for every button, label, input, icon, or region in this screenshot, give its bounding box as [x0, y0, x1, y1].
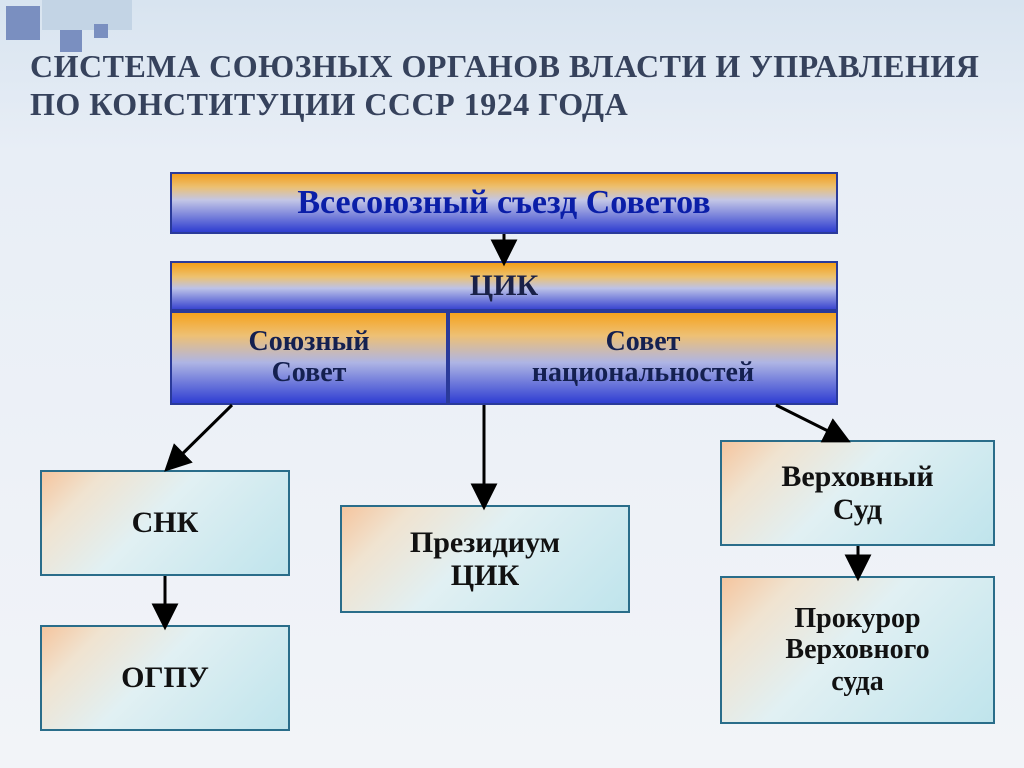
box-congress: Всесоюзный съезд Советов — [170, 172, 838, 234]
box-snk-label: СНК — [42, 506, 288, 540]
box-congress-label: Всесоюзный съезд Советов — [172, 184, 836, 222]
box-nationalities-label: Советнациональностей — [450, 327, 836, 389]
box-presidium-label: ПрезидиумЦИК — [342, 526, 628, 592]
box-snk: СНК — [40, 470, 290, 576]
slide-title: СИСТЕМА СОЮЗНЫХ ОРГАНОВ ВЛАСТИ И УПРАВЛЕ… — [30, 48, 994, 124]
box-ogpu-label: ОГПУ — [42, 661, 288, 695]
box-supreme-court-label: ВерховныйСуд — [722, 460, 993, 526]
box-nationalities: Советнациональностей — [448, 311, 838, 405]
arrow-cik_r-vsud — [776, 405, 846, 440]
corner-decoration — [0, 0, 170, 50]
box-union-soviet-label: СоюзныйСовет — [172, 327, 446, 389]
box-cik-label: ЦИК — [172, 269, 836, 303]
box-supreme-court: ВерховныйСуд — [720, 440, 995, 546]
box-union-soviet: СоюзныйСовет — [170, 311, 448, 405]
box-presidium: ПрезидиумЦИК — [340, 505, 630, 613]
arrow-cik_l-snk — [168, 405, 232, 468]
box-prosecutor-label: ПрокурорВерховногосуда — [722, 603, 993, 697]
box-prosecutor: ПрокурорВерховногосуда — [720, 576, 995, 724]
box-ogpu: ОГПУ — [40, 625, 290, 731]
box-cik: ЦИК — [170, 261, 838, 311]
